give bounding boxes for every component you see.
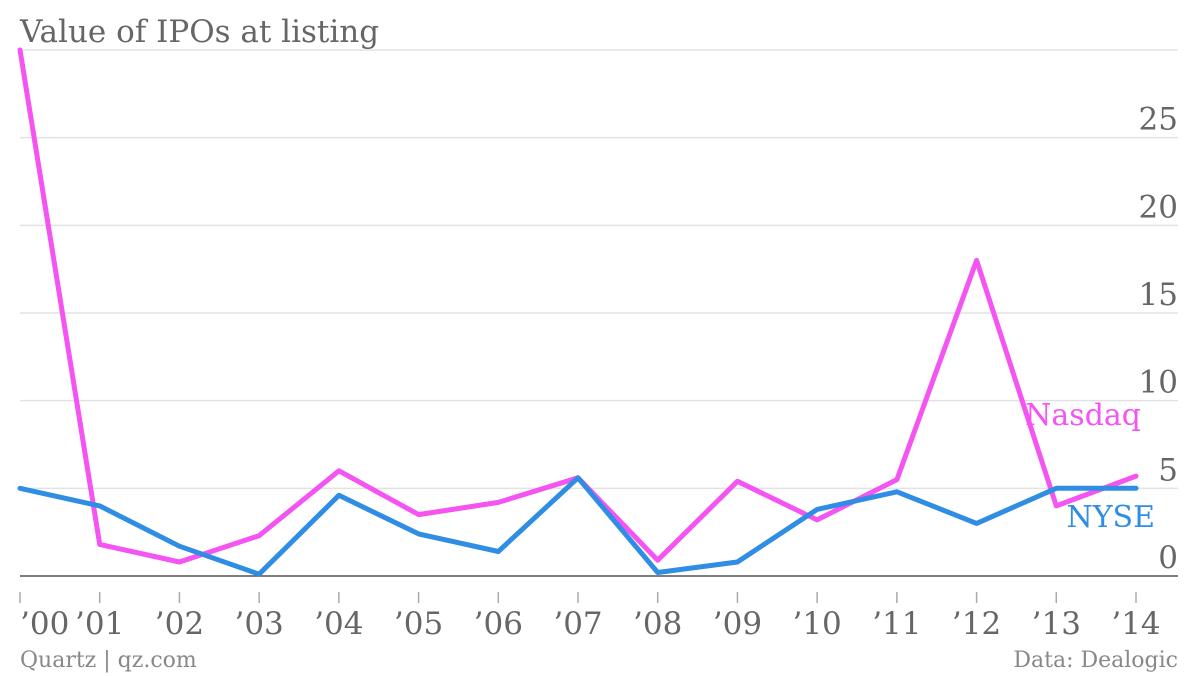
x-tick-label-4: ’04 [314, 606, 363, 642]
x-tick-label-2: ’02 [155, 606, 204, 642]
series-lines: Nasdaq NYSE [17, 47, 1155, 577]
y-tick-label-15: 15 [1139, 277, 1178, 313]
x-tick-label-14: ’14 [1111, 606, 1160, 642]
gridlines [20, 49, 1178, 490]
x-tick-label-9: ’09 [713, 606, 762, 642]
x-tick-label-11: ’11 [872, 606, 921, 642]
y-tick-label-25: 25 [1139, 102, 1178, 138]
chart-title: Value of IPOs at listing [19, 14, 379, 50]
data-source: Data: Dealogic [1013, 648, 1178, 673]
x-tick-label-10: ’10 [792, 606, 841, 642]
source-credit: Quartz | qz.com [20, 648, 197, 673]
y-tick-label-0: 0 [1158, 540, 1178, 576]
y-tick-label-5: 5 [1158, 452, 1178, 488]
series-line-nyse [17, 475, 1139, 577]
y-axis-labels: 0 5 10 15 20 25 [1139, 102, 1178, 576]
series-label-nyse: NYSE [1066, 500, 1155, 535]
x-tick-label-1: ’01 [75, 606, 124, 642]
series-line-nasdaq [17, 47, 1139, 565]
y-tick-label-20: 20 [1139, 189, 1178, 225]
x-tick-label-7: ’07 [553, 606, 602, 642]
x-tick-label-13: ’13 [1032, 606, 1081, 642]
x-tick-label-3: ’03 [234, 606, 283, 642]
x-tick-label-12: ’12 [952, 606, 1001, 642]
series-label-nasdaq: Nasdaq [1025, 398, 1141, 433]
y-tick-label-10: 10 [1139, 365, 1178, 401]
x-axis-ticks [19, 592, 1137, 603]
x-tick-label-6: ’06 [474, 606, 523, 642]
x-tick-label-8: ’08 [633, 606, 682, 642]
x-axis-labels: ’00’01 ’02 ’03 ’04 ’05 ’06 ’07 ’08 ’09 ’10 ’11 ’12 ’… [20, 606, 1161, 642]
x-tick-label-5: ’05 [394, 606, 443, 642]
x-tick-label-0: ’00 [20, 606, 69, 642]
